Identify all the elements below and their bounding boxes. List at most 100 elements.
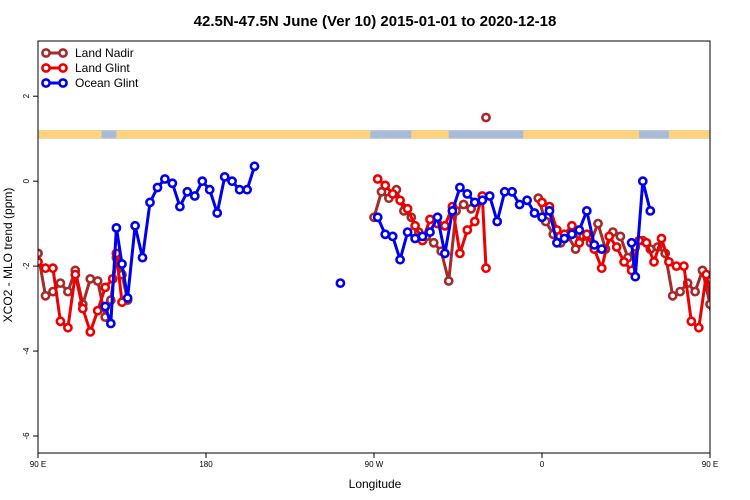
data-point-land-nadir: [714, 275, 721, 282]
legend-swatch-marker: [58, 48, 68, 58]
series-ocean-glint: [100, 161, 736, 329]
data-point-land-nadir: [690, 286, 700, 297]
data-point-ocean-glint: [387, 231, 398, 242]
data-point-land-glint: [402, 203, 413, 214]
data-point-land-nadir: [458, 199, 469, 210]
data-point-ocean-glint: [117, 259, 127, 269]
x-tick-label: 0: [540, 460, 545, 469]
data-point-ocean-glint: [544, 205, 555, 216]
data-point-ocean-glint: [637, 176, 648, 187]
data-point-land-glint: [604, 231, 615, 242]
x-axis: 90 E 180 90 W 0 90 E: [30, 453, 718, 469]
data-point-land-glint: [454, 248, 465, 259]
data-point-ocean-glint: [100, 301, 111, 312]
data-point-land-nadir: [675, 286, 685, 297]
data-point-land-nadir: [481, 112, 491, 123]
legend-swatch-marker: [41, 63, 51, 73]
data-point-land-glint: [425, 214, 435, 225]
data-point-land-nadir: [55, 278, 66, 288]
legend-item-ocean-glint: Ocean Glint: [41, 76, 139, 90]
data-point-ocean-glint: [182, 186, 193, 197]
legend-swatch-marker: [41, 48, 51, 58]
data-point-land-glint: [567, 220, 577, 231]
data-point-land-glint: [686, 316, 697, 327]
data-point-ocean-glint: [105, 318, 116, 329]
data-point-land-glint: [664, 256, 674, 267]
data-point-ocean-glint: [492, 216, 503, 227]
data-point-ocean-glint: [626, 237, 637, 248]
data-point-land-glint: [740, 250, 747, 257]
data-point-land-nadir: [428, 237, 439, 248]
y-tick-label: 2: [22, 93, 31, 98]
land-ocean-strip: [38, 130, 710, 139]
data-point-ocean-glint: [111, 222, 122, 233]
data-point-ocean-glint: [630, 271, 641, 282]
data-point-land-nadir: [667, 290, 678, 301]
data-point-ocean-glint: [197, 176, 208, 187]
data-point-land-glint: [671, 261, 682, 271]
data-point-land-glint: [701, 269, 710, 280]
land-strip-segment: [116, 130, 371, 139]
data-point-ocean-glint: [645, 205, 656, 216]
data-point-ocean-glint: [335, 278, 346, 288]
data-point-land-nadir: [721, 277, 728, 284]
data-point-land-nadir: [92, 276, 103, 286]
data-point-land-nadir: [740, 254, 747, 261]
legend-swatch-marker: [58, 63, 68, 73]
data-point-ocean-glint: [477, 195, 488, 206]
data-point-land-glint: [649, 256, 659, 267]
data-point-land-glint: [372, 174, 383, 184]
x-tick-label: 90 E: [702, 460, 718, 469]
data-point-ocean-glint: [462, 188, 473, 199]
data-point-ocean-glint: [574, 225, 585, 235]
data-point-ocean-glint: [537, 212, 547, 223]
data-point-ocean-glint: [145, 197, 155, 208]
x-tick-label: 90 W: [365, 460, 384, 469]
legend-item-land-nadir: Land Nadir: [41, 46, 134, 60]
data-point-land-glint: [708, 305, 710, 312]
data-point-land-glint: [410, 220, 420, 231]
data-point-ocean-glint: [204, 184, 215, 195]
data-point-land-glint: [100, 282, 111, 293]
data-point-ocean-glint: [189, 191, 200, 201]
data-point-ocean-glint: [152, 182, 163, 193]
data-point-land-nadir: [734, 297, 741, 304]
data-point-land-nadir: [593, 218, 603, 229]
data-point-ocean-glint: [372, 212, 383, 223]
data-point-land-glint: [63, 322, 73, 333]
data-point-land-nadir: [705, 299, 710, 310]
data-point-land-nadir: [615, 231, 626, 242]
data-point-ocean-glint: [559, 233, 570, 244]
data-point-land-glint: [581, 229, 592, 240]
data-point-ocean-glint: [589, 239, 600, 250]
series-land-nadir: [38, 112, 747, 322]
data-point-ocean-glint: [417, 231, 428, 242]
data-point-land-glint: [619, 256, 629, 267]
series-line-land-nadir: [536, 197, 710, 306]
data-point-ocean-glint: [174, 201, 185, 212]
data-point-land-glint: [693, 322, 704, 333]
data-point-land-nadir: [729, 314, 736, 321]
data-point-land-glint: [85, 326, 96, 337]
y-tick-label: -4: [22, 347, 31, 355]
data-point-ocean-glint: [729, 303, 736, 310]
data-point-ocean-glint: [137, 252, 148, 263]
data-point-land-nadir: [443, 276, 454, 286]
data-point-ocean-glint: [130, 220, 140, 231]
data-point-land-glint: [746, 299, 750, 306]
data-point-land-glint: [596, 263, 607, 274]
ocean-strip: [38, 130, 710, 139]
data-point-land-glint: [679, 261, 689, 271]
y-tick-label: -2: [22, 262, 31, 270]
data-point-ocean-glint: [227, 176, 237, 187]
data-point-land-nadir: [63, 286, 73, 297]
data-point-land-glint: [55, 316, 66, 327]
data-point-ocean-glint: [219, 171, 230, 182]
data-point-land-glint: [380, 180, 391, 191]
data-point-ocean-glint: [395, 254, 405, 265]
data-point-ocean-glint: [122, 293, 133, 303]
data-point-land-glint: [641, 237, 652, 248]
chart-title: 42.5N-47.5N June (Ver 10) 2015-01-01 to …: [194, 13, 557, 30]
data-point-ocean-glint: [596, 244, 607, 254]
